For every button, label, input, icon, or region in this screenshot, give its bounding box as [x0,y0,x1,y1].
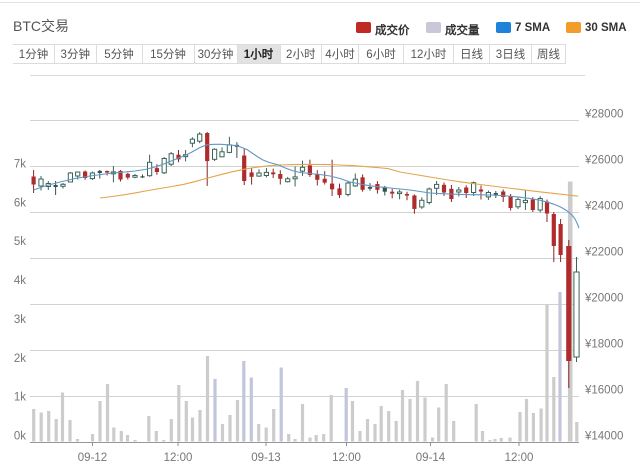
svg-text:¥28000: ¥28000 [584,109,623,121]
svg-text:5k: 5k [14,236,26,248]
svg-text:¥22000: ¥22000 [584,247,623,259]
svg-text:12:00: 12:00 [505,452,534,464]
svg-text:3k: 3k [14,314,26,326]
svg-text:12:00: 12:00 [164,452,193,464]
svg-text:2k: 2k [14,353,26,365]
svg-text:1k: 1k [14,392,26,404]
svg-text:0k: 0k [14,431,26,443]
svg-text:¥24000: ¥24000 [584,201,623,213]
svg-text:¥20000: ¥20000 [584,293,623,305]
svg-text:¥26000: ¥26000 [584,155,623,167]
svg-text:12:00: 12:00 [332,452,361,464]
svg-text:¥14000: ¥14000 [584,431,623,443]
svg-text:¥16000: ¥16000 [584,385,623,397]
svg-text:4k: 4k [14,275,26,287]
svg-text:¥18000: ¥18000 [584,339,623,351]
svg-text:09-14: 09-14 [416,452,446,464]
svg-text:09-12: 09-12 [78,452,107,464]
svg-text:7k: 7k [14,159,26,171]
svg-text:6k: 6k [14,197,26,209]
svg-text:09-13: 09-13 [251,452,280,464]
